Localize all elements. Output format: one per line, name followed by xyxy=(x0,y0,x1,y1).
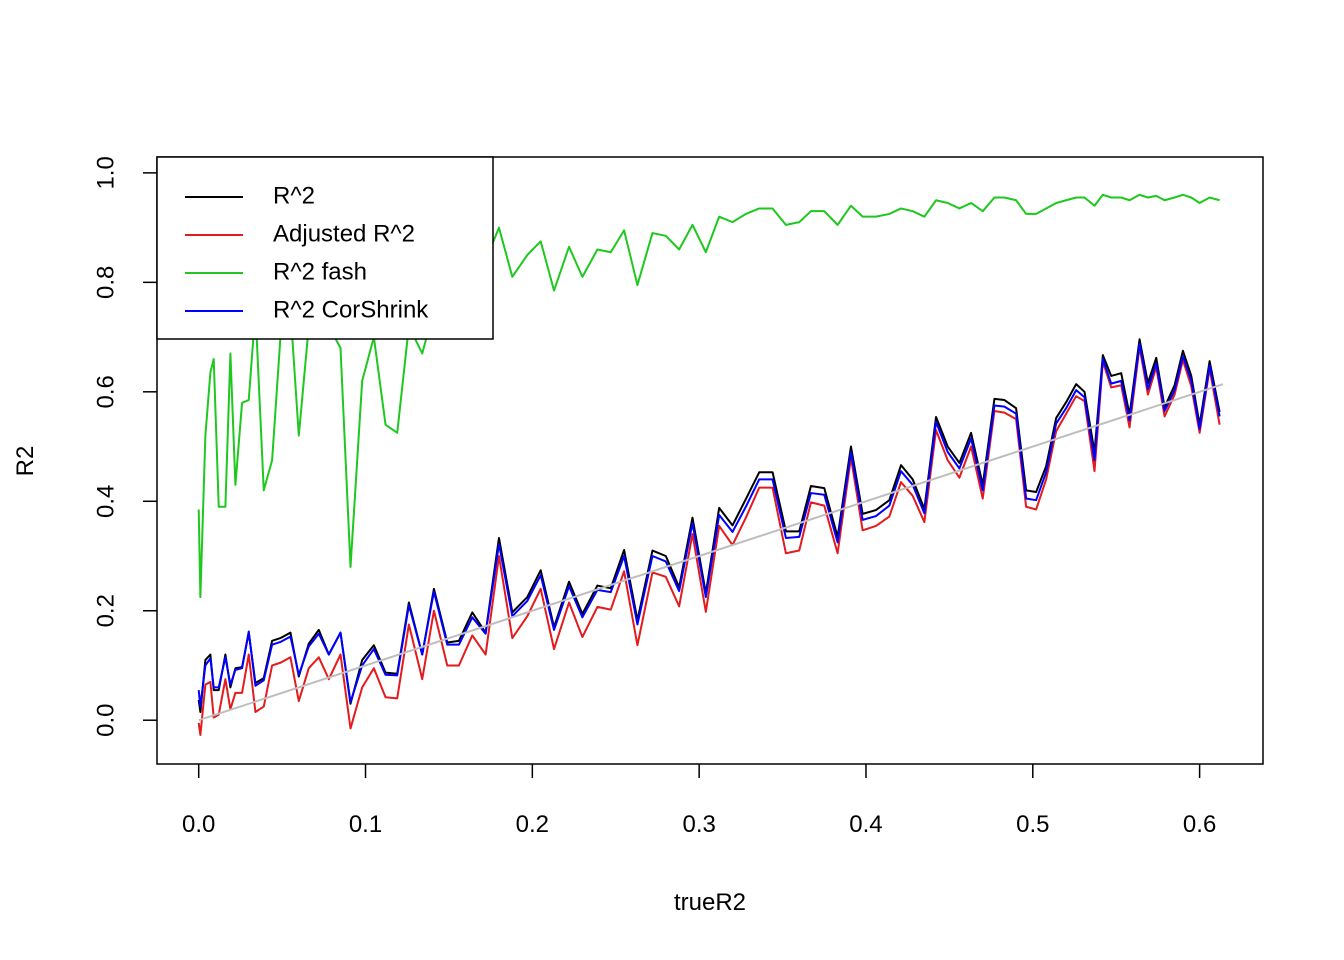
series-line xyxy=(197,193,1220,599)
y-axis-label: R2 xyxy=(12,446,39,477)
y-tick-label: 0.4 xyxy=(92,485,119,518)
y-tick-label: 1.0 xyxy=(92,156,119,189)
legend-label: R^2 xyxy=(273,182,315,209)
x-axis-label: trueR2 xyxy=(674,889,746,916)
x-tick-label: 0.0 xyxy=(182,811,215,838)
y-tick-label: 0.0 xyxy=(92,704,119,737)
series-line xyxy=(197,342,1221,708)
legend-label: Adjusted R^2 xyxy=(273,220,415,247)
series-line xyxy=(197,345,1221,736)
y-tick-label: 0.8 xyxy=(92,266,119,299)
legend-box xyxy=(156,156,494,340)
y-tick-label: 0.2 xyxy=(92,594,119,627)
reference-line xyxy=(198,383,1224,722)
x-tick-label: 0.6 xyxy=(1183,811,1216,838)
series-line xyxy=(197,338,1221,714)
y-tick-label: 0.6 xyxy=(92,375,119,408)
x-tick-label: 0.1 xyxy=(349,811,382,838)
x-tick-label: 0.2 xyxy=(516,811,549,838)
plot-frame xyxy=(156,156,1264,765)
x-tick-label: 0.4 xyxy=(849,811,882,838)
x-tick-label: 0.5 xyxy=(1016,811,1049,838)
legend-label: R^2 fash xyxy=(273,258,367,285)
legend-label: R^2 CorShrink xyxy=(273,296,429,323)
x-tick-label: 0.3 xyxy=(682,811,715,838)
